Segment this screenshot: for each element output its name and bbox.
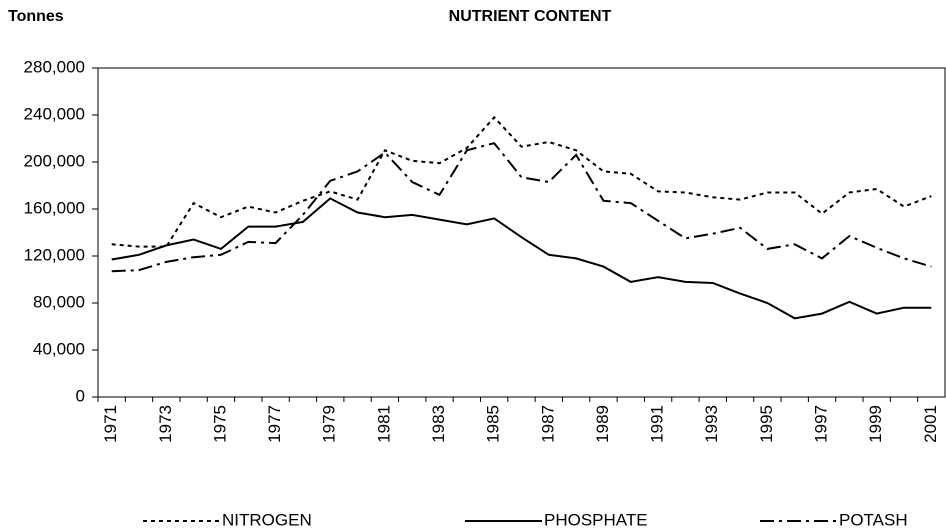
legend-label: NITROGEN (222, 510, 312, 529)
chart-title: NUTRIENT CONTENT (449, 8, 612, 25)
x-tick-label: 1997 (812, 405, 831, 443)
x-tick-label: 1973 (156, 405, 175, 443)
y-tick-label: 280,000 (24, 57, 85, 76)
y-tick-label: 40,000 (33, 339, 85, 358)
y-tick-label: 240,000 (24, 104, 85, 123)
x-tick-label: 1999 (866, 405, 885, 443)
series-line (111, 142, 932, 273)
x-tick-label: 1975 (210, 405, 229, 443)
y-axis-label: Tonnes (8, 8, 64, 25)
x-tick-label: 1971 (101, 405, 120, 443)
x-tick-label: 1991 (648, 405, 667, 443)
y-tick-label: 0 (76, 386, 85, 405)
plot-frame (97, 67, 946, 398)
series-line (111, 197, 932, 320)
y-tick-label: 120,000 (24, 245, 85, 264)
x-tick-label: 1987 (538, 405, 557, 443)
legend-label: PHOSPHATE (544, 510, 648, 529)
x-tick-label: 1977 (265, 405, 284, 443)
x-tick-label: 1985 (484, 405, 503, 443)
y-tick-label: 200,000 (24, 151, 85, 170)
x-tick-label: 1981 (374, 405, 393, 443)
series-line (111, 115, 932, 248)
x-tick-label: 1993 (702, 405, 721, 443)
x-tick-label: 1983 (429, 405, 448, 443)
y-tick-label: 160,000 (24, 198, 85, 217)
x-tick-label: 1979 (320, 405, 339, 443)
y-tick-label: 80,000 (33, 292, 85, 311)
legend-label: POTASH (839, 510, 908, 529)
x-tick-label: 1995 (757, 405, 776, 443)
x-tick-label: 1989 (593, 405, 612, 443)
x-tick-label: 2001 (921, 405, 940, 443)
